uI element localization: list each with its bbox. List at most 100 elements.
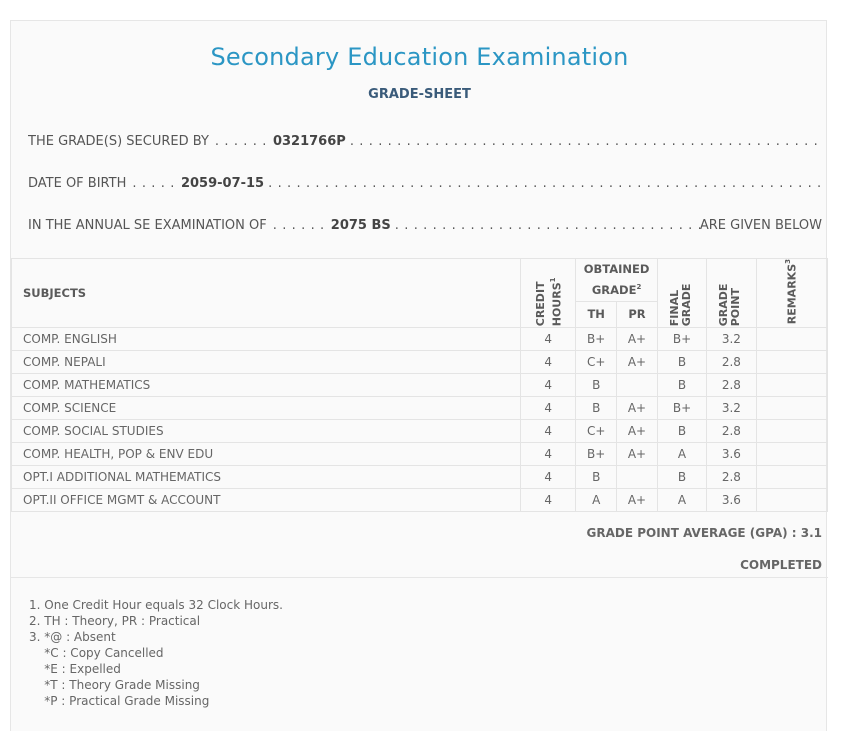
footnote-line: *P : Practical Grade Missing (29, 694, 210, 708)
credit-cell: 4 (520, 488, 577, 513)
secured-by-line: THE GRADE(S) SECURED BY . . . . . . 0321… (28, 134, 822, 152)
header-remarks: REMARKS3 (755, 257, 829, 329)
final-grade-cell: B (656, 419, 708, 444)
final-grade-cell: B (656, 373, 708, 398)
subject-cell: COMP. NEPALI (10, 350, 522, 375)
header-final-grade: FINAL GRADE (656, 257, 708, 329)
pr-grade-cell: A+ (616, 419, 658, 444)
pr-grade-cell: A+ (616, 488, 658, 513)
table-row: OPT.II OFFICE MGMT & ACCOUNT 4 A A+ A 3.… (10, 488, 829, 513)
exam-line: IN THE ANNUAL SE EXAMINATION OF . . . . … (28, 218, 822, 236)
remarks-cell (755, 373, 829, 398)
grade-point-cell: 2.8 (706, 373, 757, 398)
header-th: TH (575, 300, 618, 329)
footnote-line: *T : Theory Grade Missing (29, 678, 200, 692)
grade-sheet: Secondary Education Examination GRADE-SH… (10, 20, 829, 731)
remarks-cell (755, 350, 829, 375)
header-obtained-grade: OBTAINED GRADE2 (575, 258, 658, 302)
pr-grade-cell (616, 465, 658, 490)
footnote-line: 2. TH : Theory, PR : Practical (29, 614, 201, 628)
footnote-line: 3. *@ : Absent (29, 630, 116, 644)
grade-point-cell: 3.6 (706, 488, 757, 513)
dob-lead-dots: . . . . . (132, 176, 175, 191)
grade-point-cell: 2.8 (706, 465, 757, 490)
footnote-line: 1. One Credit Hour equals 32 Clock Hours… (29, 598, 283, 612)
footnotes: 1. One Credit Hour equals 32 Clock Hours… (29, 597, 283, 709)
grade-point-cell: 2.8 (706, 350, 757, 375)
subject-cell: COMP. ENGLISH (10, 327, 522, 352)
gpa-summary: GRADE POINT AVERAGE (GPA) : 3.1 (586, 526, 823, 540)
grade-point-cell: 3.6 (706, 442, 757, 467)
dot-leader (268, 176, 822, 191)
remarks-cell (755, 442, 829, 467)
th-grade-cell: B (575, 465, 618, 490)
dob-line: DATE OF BIRTH . . . . . 2059-07-15 (28, 176, 822, 194)
pr-grade-cell: A+ (616, 350, 658, 375)
credit-cell: 4 (520, 419, 577, 444)
th-grade-cell: B (575, 373, 618, 398)
remarks-cell (755, 396, 829, 421)
subject-cell: COMP. SOCIAL STUDIES (10, 419, 522, 444)
remarks-cell (755, 488, 829, 513)
grade-point-cell: 3.2 (706, 327, 757, 352)
credit-cell: 4 (520, 350, 577, 375)
table-row: COMP. NEPALI 4 C+ A+ B 2.8 (10, 350, 829, 375)
pr-grade-cell: A+ (616, 442, 658, 467)
table-row: COMP. SOCIAL STUDIES 4 C+ A+ B 2.8 (10, 419, 829, 444)
table-row: COMP. MATHEMATICS 4 B B 2.8 (10, 373, 829, 398)
header-credit-hours: CREDIT HOURS1 (520, 257, 577, 329)
subject-cell: COMP. SCIENCE (10, 396, 522, 421)
symbol-number: 0321766P (272, 134, 346, 149)
remarks-cell (755, 465, 829, 490)
subject-cell: OPT.II OFFICE MGMT & ACCOUNT (10, 488, 522, 513)
th-grade-cell: C+ (575, 419, 618, 444)
credit-cell: 4 (520, 465, 577, 490)
secured-by-label: THE GRADE(S) SECURED BY (28, 134, 209, 149)
secured-by-lead-dots: . . . . . . (214, 134, 267, 149)
result-status: COMPLETED (740, 558, 822, 572)
final-grade-cell: B+ (656, 327, 708, 352)
th-grade-cell: A (575, 488, 618, 513)
header-grade-point: GRADE POINT (706, 257, 757, 329)
footnote-line: *E : Expelled (29, 662, 121, 676)
exam-tail: ARE GIVEN BELOW (699, 218, 822, 233)
grades-table: SUBJECTS CREDIT HOURS1 OBTAINED GRADE2 F… (10, 257, 829, 513)
header-subjects: SUBJECTS (10, 257, 522, 329)
final-grade-cell: A (656, 442, 708, 467)
th-grade-cell: B+ (575, 442, 618, 467)
table-row: OPT.I ADDITIONAL MATHEMATICS 4 B B 2.8 (10, 465, 829, 490)
grade-point-cell: 2.8 (706, 419, 757, 444)
divider (11, 577, 828, 578)
pr-grade-cell: A+ (616, 396, 658, 421)
dot-leader (395, 218, 700, 233)
dob-label: DATE OF BIRTH (28, 176, 127, 191)
table-row: COMP. HEALTH, POP & ENV EDU 4 B+ A+ A 3.… (10, 442, 829, 467)
page-subtitle: GRADE-SHEET (368, 87, 471, 102)
final-grade-cell: B (656, 350, 708, 375)
date-of-birth: 2059-07-15 (180, 176, 265, 191)
th-grade-cell: C+ (575, 350, 618, 375)
credit-cell: 4 (520, 396, 577, 421)
th-grade-cell: B (575, 396, 618, 421)
footnote-line: *C : Copy Cancelled (29, 646, 164, 660)
pr-grade-cell: A+ (616, 327, 658, 352)
exam-year: 2075 BS (330, 218, 391, 233)
table-row: COMP. SCIENCE 4 B A+ B+ 3.2 (10, 396, 829, 421)
remarks-cell (755, 419, 829, 444)
final-grade-cell: B+ (656, 396, 708, 421)
subject-cell: OPT.I ADDITIONAL MATHEMATICS (10, 465, 522, 490)
credit-cell: 4 (520, 442, 577, 467)
pr-grade-cell (616, 373, 658, 398)
exam-lead-dots: . . . . . . (272, 218, 325, 233)
final-grade-cell: A (656, 488, 708, 513)
table-row: COMP. ENGLISH 4 B+ A+ B+ 3.2 (10, 327, 829, 352)
subject-cell: COMP. MATHEMATICS (10, 373, 522, 398)
th-grade-cell: B+ (575, 327, 618, 352)
credit-cell: 4 (520, 327, 577, 352)
credit-cell: 4 (520, 373, 577, 398)
final-grade-cell: B (656, 465, 708, 490)
subject-cell: COMP. HEALTH, POP & ENV EDU (10, 442, 522, 467)
dot-leader (350, 134, 822, 149)
remarks-cell (755, 327, 829, 352)
page-title: Secondary Education Examination (210, 43, 629, 71)
